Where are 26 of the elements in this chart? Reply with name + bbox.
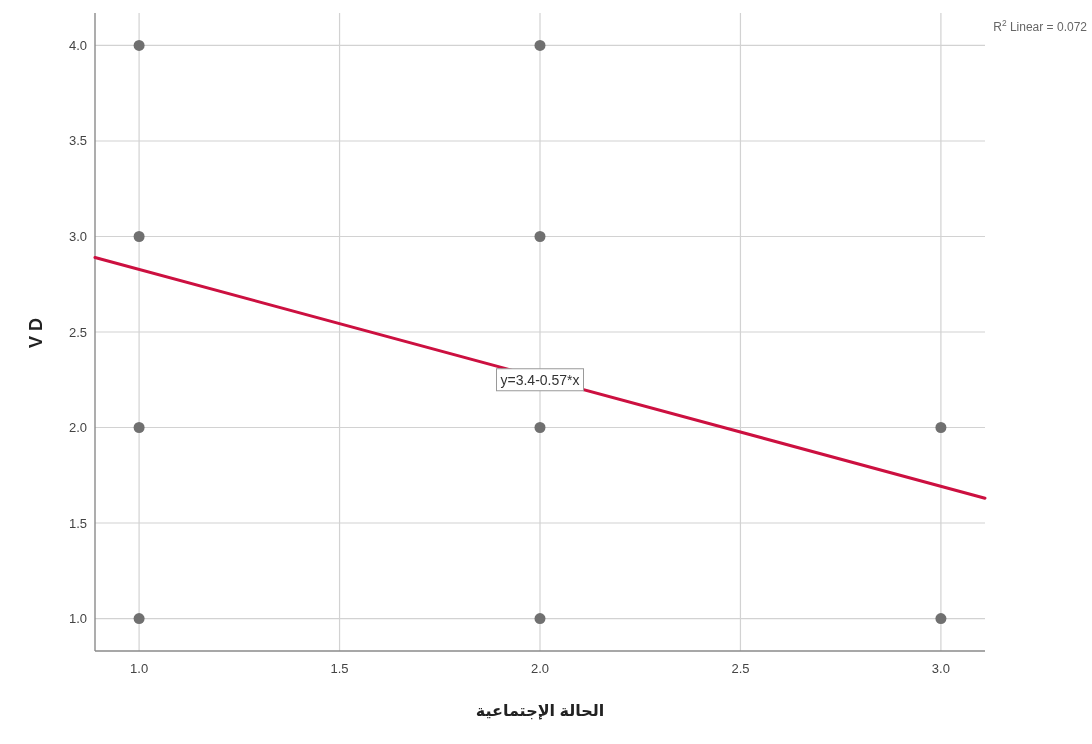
point <box>133 613 145 625</box>
point <box>133 422 145 434</box>
y-axis-title: V D <box>26 317 46 349</box>
point <box>534 613 546 625</box>
y-tick-label: 2.0 <box>68 420 87 436</box>
point <box>133 39 145 51</box>
y-tick-label: 1.5 <box>68 515 87 531</box>
x-tick-label: 3.0 <box>931 661 950 676</box>
y-tick-label: 4.0 <box>68 37 87 53</box>
x-tick-label: 1.5 <box>330 661 349 676</box>
point <box>534 230 546 242</box>
point <box>534 39 546 51</box>
x-axis-title: الحالة الإجتماعية <box>475 702 605 720</box>
x-tick-label: 2.5 <box>731 661 750 676</box>
y-tick-label: 3.0 <box>68 228 87 244</box>
point <box>133 230 145 242</box>
y-tick-label: 3.5 <box>68 133 87 149</box>
y-tick-label: 2.5 <box>68 324 87 340</box>
y-tick-label: 1.0 <box>68 611 87 627</box>
point <box>935 613 947 625</box>
text: R$^{2}$ Linear = 0.072 <box>993 18 1088 34</box>
x-tick-label: 1.0 <box>130 661 149 676</box>
point <box>935 422 947 434</box>
point <box>534 422 546 434</box>
x-tick-label: 2.0 <box>530 661 550 676</box>
annotation: y=3.4-0.57*x <box>500 371 580 388</box>
